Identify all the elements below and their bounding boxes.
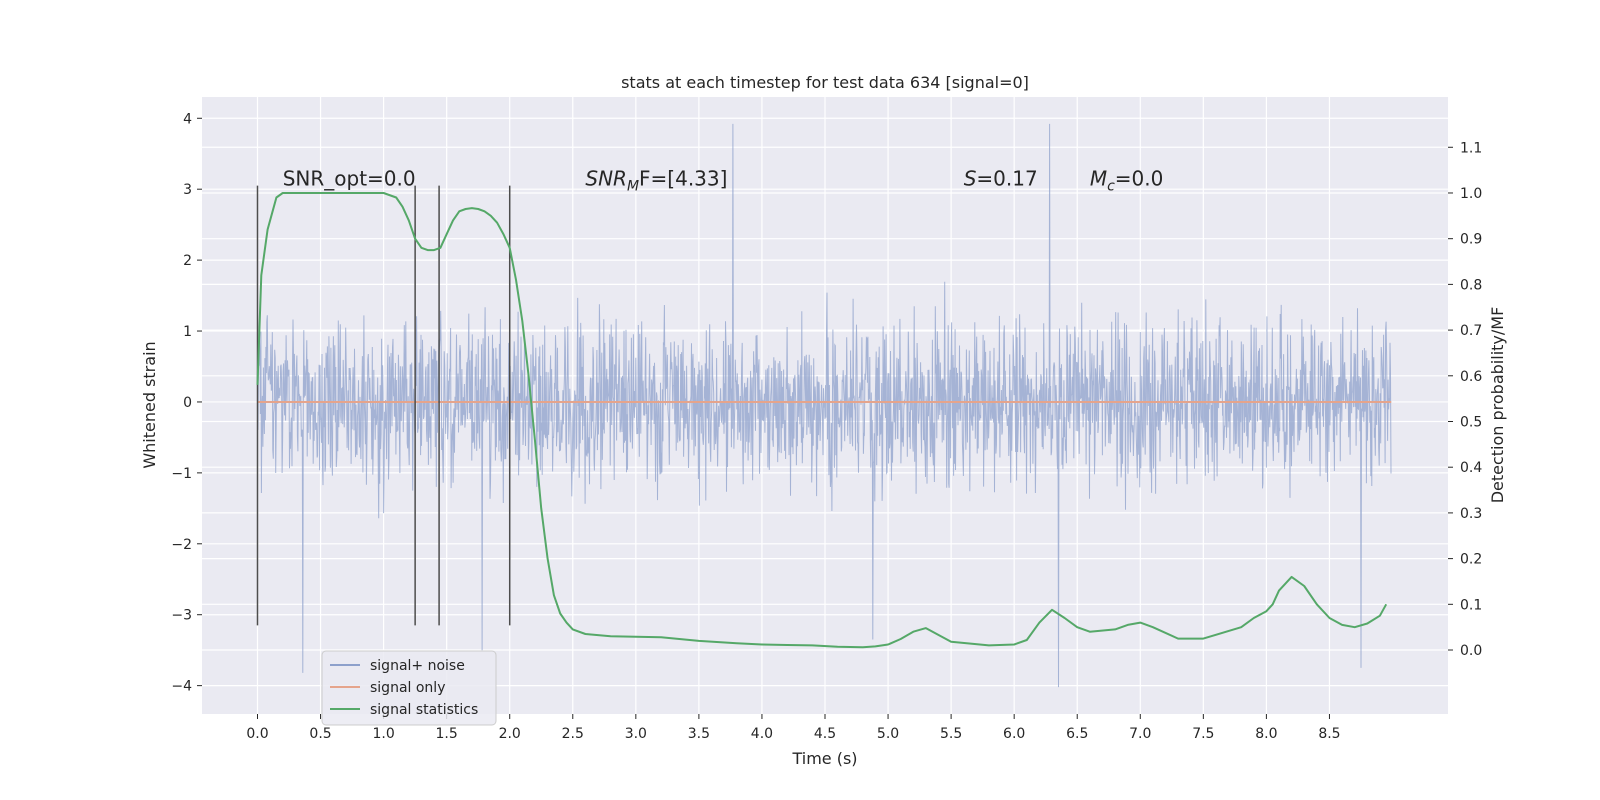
y2-tick-label: 0.0 bbox=[1460, 643, 1482, 659]
x-tick-label: 8.0 bbox=[1255, 726, 1277, 742]
annotation-snr-mf: SNRMF=[4.33] bbox=[585, 167, 727, 195]
y2-tick-label: 0.5 bbox=[1460, 414, 1482, 430]
x-tick-label: 2.5 bbox=[562, 726, 584, 742]
y2-axis-label: Detection probability/MF bbox=[1488, 307, 1507, 504]
x-axis-ticks: 0.0 0.5 1.0 1.5 2.0 2.5 3.0 3.5 4.0 4.5 5.0 5.5 6.0 6… bbox=[246, 714, 1341, 742]
y2-tick-label: 1.1 bbox=[1460, 140, 1482, 156]
annotation-snr-opt: SNR_opt=0.0 bbox=[283, 167, 416, 191]
legend-label: signal only bbox=[370, 680, 445, 696]
x-tick-label: 2.0 bbox=[499, 726, 521, 742]
y2-tick-label: 0.1 bbox=[1460, 597, 1482, 613]
x-tick-label: 1.0 bbox=[372, 726, 394, 742]
x-tick-label: 7.0 bbox=[1129, 726, 1151, 742]
x-tick-label: 5.0 bbox=[877, 726, 899, 742]
y-axis-label: Whitened strain bbox=[140, 341, 159, 468]
x-tick-label: 6.5 bbox=[1066, 726, 1088, 742]
y2-axis-ticks: 1.1 1.0 0.9 0.8 0.7 0.6 0.5 0.4 0.3 0.2 0.1 0.0 bbox=[1448, 140, 1482, 659]
y2-tick-label: 0.8 bbox=[1460, 277, 1482, 293]
x-tick-label: 4.5 bbox=[814, 726, 836, 742]
x-tick-label: 5.5 bbox=[940, 726, 962, 742]
y-tick-label: 2 bbox=[183, 253, 192, 269]
x-tick-label: 1.5 bbox=[436, 726, 458, 742]
x-tick-label: 0.5 bbox=[309, 726, 331, 742]
x-tick-label: 4.0 bbox=[751, 726, 773, 742]
x-tick-label: 8.5 bbox=[1318, 726, 1340, 742]
legend-frame bbox=[321, 650, 497, 726]
chart-title: stats at each timestep for test data 634… bbox=[621, 73, 1029, 92]
y2-tick-label: 0.7 bbox=[1460, 323, 1482, 339]
y2-tick-label: 0.4 bbox=[1460, 460, 1482, 476]
y2-tick-label: 0.2 bbox=[1460, 552, 1482, 568]
y-tick-label: 3 bbox=[183, 182, 192, 198]
y-tick-label: 0 bbox=[183, 395, 192, 411]
y-tick-label: −3 bbox=[171, 608, 192, 624]
x-tick-label: 3.0 bbox=[625, 726, 647, 742]
y-tick-label: −2 bbox=[171, 537, 192, 553]
y-tick-label: −1 bbox=[171, 466, 192, 482]
annotations: SNR_opt=0.0 SNRMF=[4.33] S=0.17 Mc=0.0 bbox=[283, 167, 1164, 195]
annotation-mc: Mc=0.0 bbox=[1090, 167, 1164, 195]
signal-noise-line bbox=[257, 123, 1392, 688]
y2-tick-label: 0.6 bbox=[1460, 369, 1482, 385]
y-tick-label: 1 bbox=[183, 324, 192, 340]
y2-tick-label: 0.9 bbox=[1460, 232, 1482, 248]
annotation-s-stat: S=0.17 bbox=[964, 167, 1038, 191]
series-signal-statistics bbox=[256, 192, 1388, 649]
x-tick-label: 7.5 bbox=[1192, 726, 1214, 742]
y-tick-label: 4 bbox=[183, 111, 192, 127]
x-axis-label: Time (s) bbox=[791, 749, 857, 768]
series-signal-noise bbox=[257, 123, 1392, 688]
signal-statistics-line bbox=[256, 192, 1388, 649]
x-tick-label: 0.0 bbox=[246, 726, 268, 742]
x-tick-label: 6.0 bbox=[1003, 726, 1025, 742]
legend-label: signal statistics bbox=[370, 702, 478, 718]
legend-label: signal+ noise bbox=[370, 658, 465, 674]
y2-tick-label: 1.0 bbox=[1460, 186, 1482, 202]
y2-tick-label: 0.3 bbox=[1460, 506, 1482, 522]
y-tick-label: −4 bbox=[171, 679, 192, 695]
y-axis-ticks: 4 3 2 1 0 −1 −2 −3 −4 bbox=[171, 111, 202, 695]
x-tick-label: 3.5 bbox=[688, 726, 710, 742]
vertical-markers bbox=[256, 185, 511, 626]
legend: signal+ noise signal only signal statistic… bbox=[321, 650, 497, 726]
